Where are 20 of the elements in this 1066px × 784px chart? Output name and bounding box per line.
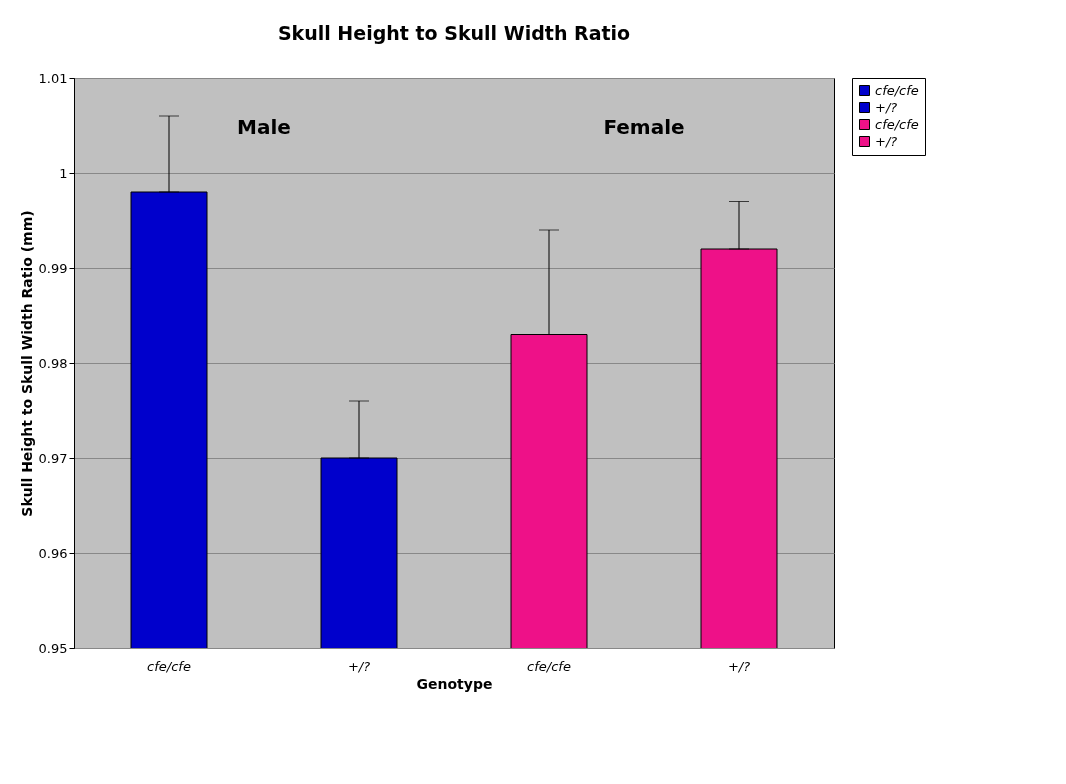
x-tick-label: cfe/cfe [147,658,191,674]
legend-label: +/? [875,133,898,149]
annotation: Female [603,115,685,139]
legend-label: cfe/cfe [875,116,919,132]
y-tick-label: 0.96 [38,545,68,561]
y-tick-label: 0.98 [38,355,68,371]
y-tick-label: 0.95 [38,640,68,656]
y-axis-title: Skull Height to Skull Width Ratio (mm) [18,210,35,517]
y-tick-label: 0.99 [38,260,68,276]
y-tick-label: 1.01 [38,70,68,86]
annotation: Male [237,115,291,139]
chart-title: Skull Height to Skull Width Ratio [277,22,631,44]
x-tick-label: +/? [727,658,751,674]
x-axis-title: Genotype [416,675,493,692]
legend-label: cfe/cfe [875,82,919,98]
x-tick-label: cfe/cfe [527,658,571,674]
y-tick-label: 1 [59,165,68,181]
y-tick-label: 0.97 [38,450,68,466]
x-tick-label: +/? [347,658,371,674]
legend-label: +/? [875,99,898,115]
